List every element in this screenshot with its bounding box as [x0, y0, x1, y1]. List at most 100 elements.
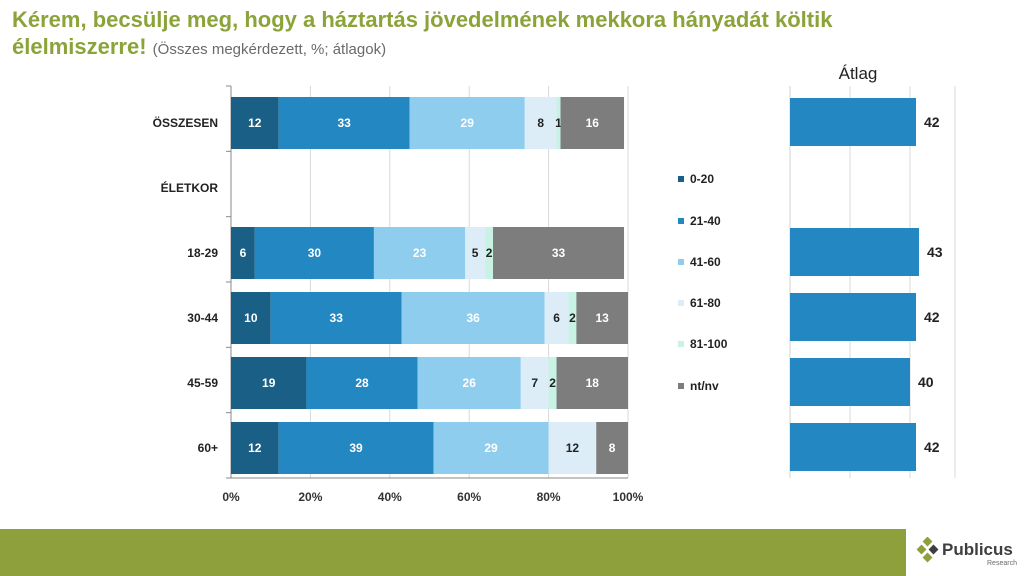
footer-bar — [0, 529, 1024, 576]
data-label: 36 — [466, 311, 480, 325]
x-tick-label: 60% — [457, 490, 481, 504]
bar-segment — [560, 97, 625, 149]
category-label: ÉLETKOR — [161, 180, 219, 195]
legend-swatch — [678, 341, 684, 347]
legend-swatch — [678, 383, 684, 389]
avg-bar — [790, 228, 919, 276]
legend-label: 21-40 — [690, 214, 721, 228]
bar-segment — [493, 227, 625, 279]
bar-segment — [576, 292, 628, 344]
avg-bar — [790, 293, 916, 341]
title-text: Kérem, becsülje meg, hogy a háztartás jö… — [12, 7, 833, 59]
publicus-logo-icon — [916, 537, 939, 563]
data-label: 33 — [337, 116, 351, 130]
data-label: 39 — [349, 441, 363, 455]
data-label: 19 — [262, 376, 276, 390]
bar-segment — [556, 357, 628, 409]
category-label: 18-29 — [187, 246, 218, 260]
data-label: 2 — [549, 376, 556, 390]
bar-segment — [524, 97, 557, 149]
logo-box — [906, 529, 1024, 576]
bar-segment — [278, 422, 434, 474]
data-label: 12 — [566, 441, 580, 455]
subtitle-text: (Összes megkérdezett, %; átlagok) — [152, 41, 387, 58]
bar-segment — [520, 357, 549, 409]
data-label: 6 — [240, 246, 247, 260]
data-label: 2 — [486, 246, 493, 260]
category-label: 30-44 — [187, 311, 218, 325]
avg-data-label: 42 — [924, 114, 940, 130]
legend-label: nt/nv — [690, 379, 719, 393]
data-label: 29 — [484, 441, 498, 455]
category-label: 60+ — [198, 441, 218, 455]
data-label: 18 — [586, 376, 600, 390]
avg-data-label: 42 — [924, 439, 940, 455]
legend-label: 81-100 — [690, 337, 728, 351]
bar-segment — [231, 292, 271, 344]
bar-segment — [306, 357, 418, 409]
data-label: 13 — [596, 311, 610, 325]
data-label: 28 — [355, 376, 369, 390]
data-label: 33 — [330, 311, 344, 325]
bar-segment — [465, 227, 486, 279]
data-label: 12 — [248, 116, 262, 130]
bar-segment — [231, 97, 279, 149]
bar-segment — [556, 97, 561, 149]
bar-segment — [231, 227, 255, 279]
data-label: 23 — [413, 246, 427, 260]
data-label: 10 — [244, 311, 258, 325]
data-label: 29 — [461, 116, 475, 130]
bar-segment — [485, 227, 494, 279]
category-label: ÖSSZESEN — [153, 115, 218, 130]
data-label: 26 — [463, 376, 477, 390]
logo-subtext: Research — [987, 560, 1017, 567]
legend-swatch — [678, 259, 684, 265]
page-title: Kérem, becsülje meg, hogy a háztartás jö… — [12, 6, 912, 63]
data-label: 1 — [555, 116, 562, 130]
data-label: 16 — [586, 116, 600, 130]
avg-bar — [790, 423, 916, 471]
legend-swatch — [678, 218, 684, 224]
x-tick-label: 80% — [537, 490, 561, 504]
bar-segment — [270, 292, 402, 344]
data-label: 8 — [537, 116, 544, 130]
legend-label: 61-80 — [690, 296, 721, 310]
bar-segment — [548, 357, 557, 409]
bar-segment — [373, 227, 466, 279]
legend-swatch — [678, 300, 684, 306]
x-tick-label: 20% — [298, 490, 322, 504]
data-label: 33 — [552, 246, 566, 260]
bar-segment — [409, 97, 525, 149]
bar-segment — [417, 357, 521, 409]
bar-segment — [231, 422, 279, 474]
avg-bar — [790, 358, 910, 406]
x-tick-label: 100% — [613, 490, 644, 504]
bar-segment — [433, 422, 549, 474]
data-label: 6 — [553, 311, 560, 325]
bar-segment — [548, 422, 597, 474]
avg-data-label: 43 — [927, 244, 943, 260]
data-label: 5 — [472, 246, 479, 260]
bar-segment — [231, 357, 307, 409]
avg-bar — [790, 98, 916, 146]
data-label: 7 — [531, 376, 538, 390]
avg-data-label: 42 — [924, 309, 940, 325]
bar-segment — [278, 97, 410, 149]
bar-segment — [596, 422, 628, 474]
category-label: 45-59 — [187, 376, 218, 390]
bar-segment — [544, 292, 569, 344]
average-title: Átlag — [839, 64, 878, 83]
legend-label: 41-60 — [690, 255, 721, 269]
data-label: 30 — [308, 246, 322, 260]
bar-segment — [568, 292, 577, 344]
logo-text: Publicus — [942, 540, 1013, 559]
bar-segment — [401, 292, 545, 344]
legend-swatch — [678, 176, 684, 182]
bar-segment — [254, 227, 374, 279]
data-label: 2 — [569, 311, 576, 325]
data-label: 12 — [248, 441, 262, 455]
legend-label: 0-20 — [690, 172, 714, 186]
x-tick-label: 0% — [222, 490, 240, 504]
avg-data-label: 40 — [918, 374, 934, 390]
